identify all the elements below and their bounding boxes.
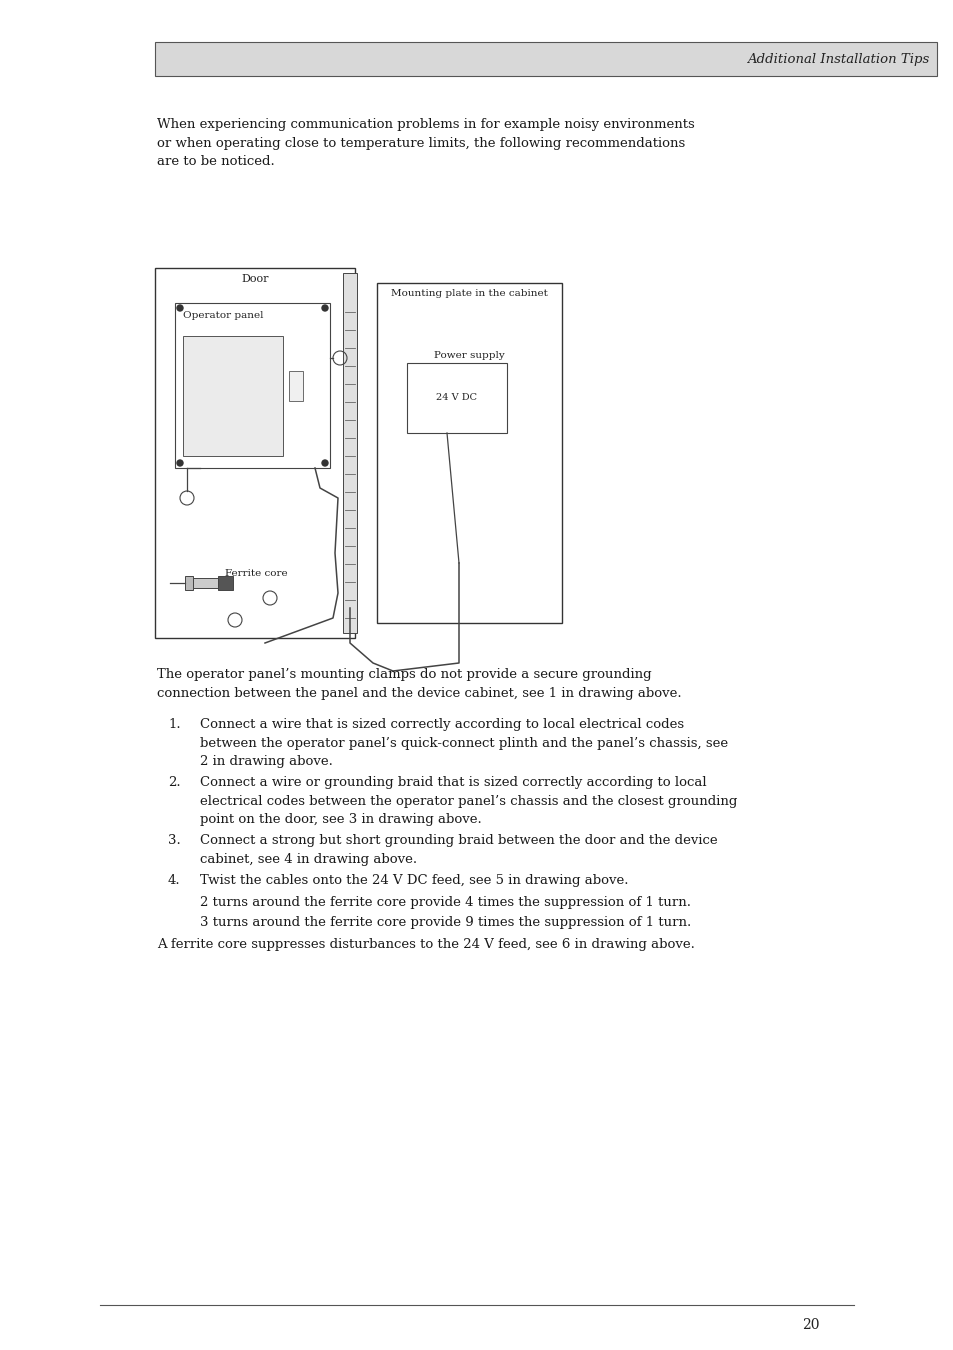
Text: Ferrite core: Ferrite core [225, 568, 287, 578]
Text: 20: 20 [801, 1318, 820, 1332]
Text: The operator panel’s mounting clamps do not provide a secure grounding
connectio: The operator panel’s mounting clamps do … [157, 668, 680, 699]
Bar [183, 336, 283, 456]
Bar [193, 578, 218, 589]
Text: 1.: 1. [168, 718, 180, 730]
Text: 2 turns around the ferrite core provide 4 times the suppression of 1 turn.: 2 turns around the ferrite core provide … [200, 896, 690, 909]
Bar [407, 363, 506, 433]
Text: When experiencing communication problems in for example noisy environments
or wh: When experiencing communication problems… [157, 117, 694, 167]
Bar [154, 269, 355, 639]
Bar [174, 302, 330, 468]
Text: Operator panel: Operator panel [183, 310, 263, 320]
Circle shape [322, 460, 328, 466]
Bar [185, 576, 193, 590]
Bar [343, 273, 356, 633]
Text: Power supply: Power supply [434, 351, 504, 360]
Text: 3 turns around the ferrite core provide 9 times the suppression of 1 turn.: 3 turns around the ferrite core provide … [200, 917, 691, 929]
Text: 3.: 3. [168, 834, 180, 846]
Bar [154, 42, 936, 76]
Text: Twist the cables onto the 24 V DC feed, see 5 in drawing above.: Twist the cables onto the 24 V DC feed, … [200, 873, 628, 887]
Bar [289, 371, 303, 401]
Text: Door: Door [241, 274, 269, 284]
Text: Additional Installation Tips: Additional Installation Tips [746, 53, 928, 66]
Text: Connect a strong but short grounding braid between the door and the device
cabin: Connect a strong but short grounding bra… [200, 834, 717, 865]
Bar [376, 284, 561, 622]
Text: Mounting plate in the cabinet: Mounting plate in the cabinet [391, 289, 547, 298]
Text: A ferrite core suppresses disturbances to the 24 V feed, see 6 in drawing above.: A ferrite core suppresses disturbances t… [157, 938, 694, 950]
Bar [218, 576, 233, 590]
Circle shape [177, 460, 183, 466]
Text: 2.: 2. [168, 776, 180, 788]
Text: Connect a wire that is sized correctly according to local electrical codes
betwe: Connect a wire that is sized correctly a… [200, 718, 727, 768]
Text: 4.: 4. [168, 873, 180, 887]
Circle shape [177, 305, 183, 310]
Circle shape [322, 305, 328, 310]
Text: Connect a wire or grounding braid that is sized correctly according to local
ele: Connect a wire or grounding braid that i… [200, 776, 737, 826]
Text: 24 V DC: 24 V DC [436, 393, 477, 402]
